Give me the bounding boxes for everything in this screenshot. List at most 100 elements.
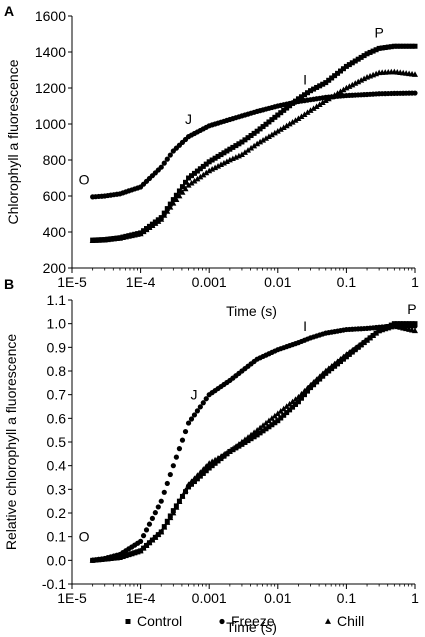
control-sample-marker (245, 438, 251, 444)
chill-data-point (137, 547, 144, 554)
control-sample-marker (257, 126, 263, 132)
phase-annotation: P (374, 25, 383, 41)
x-tick-label: 0.001 (192, 274, 227, 290)
freeze-sample-marker (167, 471, 173, 478)
chill-sample-marker (355, 78, 362, 85)
y-tick-label: 1600 (35, 8, 66, 24)
chill-data-point (391, 322, 398, 329)
freeze-data-point (90, 194, 96, 200)
chill-sample-marker (325, 365, 332, 372)
chill-sample-marker (251, 142, 258, 149)
control-sample-marker (385, 44, 391, 50)
panel-label: A (4, 3, 14, 19)
chill-data-point (322, 97, 329, 103)
x-tick-label: 1E-4 (126, 274, 156, 290)
freeze-data-point (158, 498, 164, 504)
chill-sample-marker (235, 441, 242, 447)
chill-sample-marker (176, 498, 183, 505)
control-sample-marker (314, 84, 320, 90)
chill-sample-marker (340, 353, 347, 360)
phase-annotation: J (185, 111, 192, 127)
control-sample-marker (233, 143, 239, 149)
chill-data-point (376, 327, 383, 334)
freeze-sample-marker (179, 437, 186, 443)
legend-marker-freeze (219, 618, 225, 625)
control-sample-marker (397, 43, 403, 49)
chill-sample-marker (251, 429, 258, 435)
freeze-sample-marker (143, 527, 150, 533)
chill-data-point (307, 382, 314, 388)
x-tick-label: 0.001 (192, 590, 227, 606)
control-sample-marker (197, 473, 203, 479)
chill-sample-marker (209, 458, 216, 465)
control-sample-marker (263, 121, 269, 127)
chill-sample-marker (373, 329, 380, 336)
panel-A: A 200 400 600 800 1000 1200 1400 1600 1E-5 1E-4 0.0… (4, 3, 419, 319)
chill-sample-marker (292, 117, 299, 123)
chill-sample-marker (149, 222, 156, 228)
control-sample-marker (203, 468, 209, 474)
freeze-data-point (206, 123, 212, 129)
y-tick-label: 0.4 (47, 458, 67, 474)
chill-sample-marker (232, 443, 239, 450)
y-tick-label: 0.6 (47, 410, 67, 426)
freeze-sample-marker (161, 489, 167, 495)
control-sample-marker (191, 479, 197, 485)
control-data-point (308, 88, 314, 94)
control-data-point (206, 159, 212, 165)
freeze-sample-marker (164, 156, 170, 162)
chill-sample-marker (277, 408, 284, 414)
freeze-data-point (323, 330, 329, 336)
chill-data-point (364, 337, 371, 343)
chill-sample-marker (277, 126, 284, 132)
control-sample-marker (349, 60, 355, 66)
control-sample-marker (382, 45, 388, 51)
control-sample-marker (194, 168, 200, 174)
control-sample-marker (272, 114, 278, 120)
freeze-data-point (254, 356, 260, 362)
y-tick-label: 800 (43, 152, 67, 168)
control-sample-marker (278, 110, 284, 116)
chill-sample-marker (331, 92, 338, 98)
chill-sample-marker (218, 161, 225, 168)
chill-sample-marker (220, 159, 227, 166)
chill-data-point (116, 235, 123, 241)
control-sample-marker (346, 62, 352, 68)
chill-sample-marker (361, 75, 368, 82)
panel-B: B -0.1 0.0 0.1 0.2 0.3 0.4 0.5 0.6 0.7 0.8 0.9 1.0 1.… (3, 276, 419, 635)
chill-data-point (116, 554, 123, 560)
chill-data-point (254, 140, 261, 147)
control-sample-marker (183, 179, 189, 185)
chill-sample-marker (271, 129, 278, 136)
freeze-data-point (412, 90, 418, 96)
chill-sample-marker (152, 534, 159, 540)
chill-data-point (226, 448, 233, 454)
chill-sample-marker (310, 379, 317, 385)
chill-data-point (274, 410, 281, 416)
control-sample-marker (209, 157, 215, 163)
freeze-sample-marker (167, 152, 173, 158)
control-data-point (227, 146, 233, 152)
chill-data-point (238, 438, 245, 445)
x-tick-label: 0.01 (264, 274, 291, 290)
y-tick-label: 600 (43, 188, 67, 204)
control-sample-marker (272, 420, 278, 426)
chill-sample-marker (313, 376, 320, 382)
chill-sample-marker (298, 113, 305, 119)
chill-data-point (412, 327, 418, 334)
chill-sample-marker (283, 122, 290, 129)
chill-sample-marker (367, 334, 374, 341)
phase-annotation: J (190, 386, 197, 402)
control-sample-marker (212, 155, 218, 161)
chill-sample-marker (328, 93, 335, 100)
chill-sample-marker (346, 83, 353, 89)
chill-sample-marker (173, 196, 180, 202)
chill-sample-marker (337, 355, 344, 362)
control-sample-marker (248, 436, 254, 442)
chill-sample-marker (325, 95, 332, 102)
control-data-point (239, 139, 245, 145)
legend-label-freeze: Freeze (231, 613, 275, 629)
chill-sample-marker (152, 220, 159, 226)
control-sample-marker (188, 173, 194, 179)
